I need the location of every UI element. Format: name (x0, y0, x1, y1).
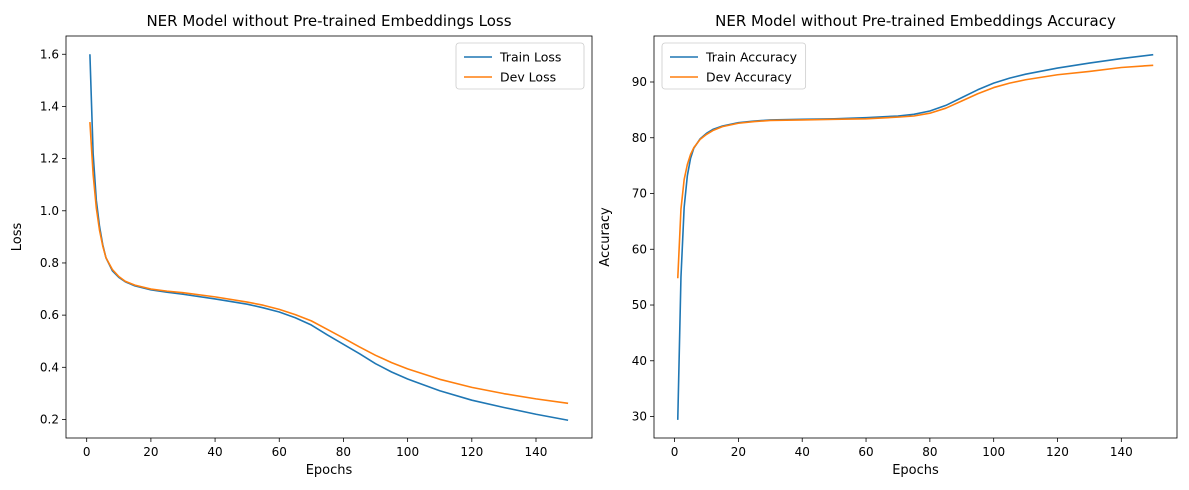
accuracy-x-tick-label: 40 (795, 445, 810, 459)
loss-chart-title: NER Model without Pre-trained Embeddings… (146, 12, 511, 30)
accuracy-legend-label: Dev Accuracy (706, 70, 792, 85)
loss-chart-panel: NER Model without Pre-trained Embeddings… (10, 12, 593, 478)
accuracy-axes-frame (653, 35, 1178, 439)
loss-legend-label: Dev Loss (500, 70, 556, 85)
loss-y-tick-label: 0.4 (40, 360, 59, 374)
accuracy-x-tick-label: 100 (982, 445, 1005, 459)
loss-x-tick-label: 120 (460, 445, 483, 459)
accuracy-x-tick-label: 120 (1046, 445, 1069, 459)
accuracy-y-tick-label: 50 (632, 298, 647, 312)
accuracy-y-tick-label: 60 (632, 242, 647, 256)
accuracy-x-tick-label: 80 (922, 445, 937, 459)
loss-x-axis-label: Epochs (306, 463, 353, 478)
loss-series-line-train (89, 54, 569, 422)
accuracy-x-tick-label: 60 (858, 445, 873, 459)
loss-x-tick-label: 80 (336, 445, 351, 459)
loss-y-tick-label: 1.2 (40, 152, 59, 166)
loss-y-tick-label: 1.6 (40, 47, 59, 61)
loss-axes-frame (65, 35, 593, 439)
loss-y-tick-label: 1.4 (40, 99, 59, 113)
accuracy-y-axis-label: Accuracy (598, 207, 613, 267)
loss-x-tick-label: 0 (83, 445, 91, 459)
loss-y-tick-label: 1.0 (40, 204, 59, 218)
accuracy-y-tick-label: 70 (632, 187, 647, 201)
accuracy-y-tick-label: 90 (632, 75, 647, 89)
loss-y-tick-label: 0.6 (40, 308, 59, 322)
accuracy-x-tick-label: 20 (731, 445, 746, 459)
loss-x-tick-label: 60 (272, 445, 287, 459)
loss-x-tick-label: 140 (525, 445, 548, 459)
loss-series-line-dev (89, 122, 569, 405)
loss-legend: Train Loss Dev Loss (455, 42, 585, 90)
accuracy-series-line-train (676, 53, 1154, 420)
loss-x-tick-label: 100 (396, 445, 419, 459)
accuracy-x-axis-label: Epochs (892, 463, 939, 478)
accuracy-y-tick-label: 40 (632, 354, 647, 368)
accuracy-y-tick-label: 80 (632, 131, 647, 145)
accuracy-x-tick-label: 0 (671, 445, 679, 459)
accuracy-legend: Train Accuracy Dev Accuracy (661, 42, 807, 90)
accuracy-legend-label: Train Accuracy (705, 50, 798, 65)
loss-legend-label: Train Loss (499, 50, 561, 65)
loss-y-axis-label: Loss (10, 223, 25, 252)
loss-x-tick-label: 40 (207, 445, 222, 459)
accuracy-x-tick-label: 140 (1110, 445, 1133, 459)
loss-y-tick-label: 0.2 (40, 412, 59, 426)
accuracy-chart-panel: NER Model without Pre-trained Embeddings… (598, 12, 1178, 478)
accuracy-series-line-dev (676, 64, 1154, 279)
accuracy-y-tick-label: 30 (632, 410, 647, 424)
loss-x-tick-label: 20 (143, 445, 158, 459)
loss-y-tick-label: 0.8 (40, 256, 59, 270)
accuracy-chart-title: NER Model without Pre-trained Embeddings… (715, 12, 1116, 30)
